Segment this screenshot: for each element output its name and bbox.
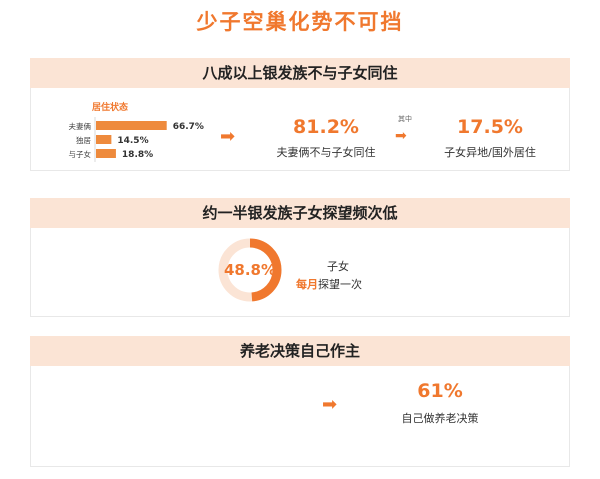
stat-17-value: 17.5% <box>457 116 523 138</box>
arrow-right-icon: ➡ <box>220 126 236 147</box>
visit-rest: 探望一次 <box>318 278 362 291</box>
arrow-right-icon: ➡ <box>395 128 407 144</box>
donut-chart <box>218 238 282 302</box>
section3-header: 养老决策自己作主 <box>30 336 570 366</box>
chart-category-label: 夫妻俩 <box>69 121 92 131</box>
visit-caption-line2: 每月探望一次 <box>296 276 362 292</box>
visit-caption-line1: 子女 <box>327 260 349 273</box>
stat-61-caption: 自己做养老决策 <box>401 412 479 425</box>
chart-bar <box>96 149 116 158</box>
stat-61-value: 61% <box>417 380 463 402</box>
section2-header: 约一半银发族子女探望频次低 <box>30 198 570 228</box>
qizhong-label: 其中 <box>398 115 412 123</box>
stat-81-value: 81.2% <box>293 116 359 138</box>
section3-panel <box>30 366 570 467</box>
donut-label: 48.8% <box>223 261 277 279</box>
living-status-title: 居住状态 <box>92 103 129 113</box>
chart-value-label: 18.8% <box>122 150 153 160</box>
chart-category-label: 独居 <box>76 135 91 145</box>
stat-81-caption: 夫妻俩不与子女同住 <box>276 146 376 159</box>
chart-bar <box>96 135 112 144</box>
stat-17-caption: 子女异地/国外居住 <box>444 146 536 159</box>
donut-value-arc <box>218 238 282 302</box>
page-title: 少子空巢化势不可挡 <box>196 10 404 34</box>
section2-panel <box>30 228 570 317</box>
chart-value-label: 14.5% <box>117 136 148 146</box>
visit-highlight: 每月 <box>296 278 318 291</box>
chart-value-label: 66.7% <box>173 122 204 132</box>
chart-category-label: 与子女 <box>69 149 92 159</box>
section1-header: 八成以上银发族不与子女同住 <box>30 58 570 88</box>
arrow-right-icon: ➡ <box>322 394 338 415</box>
chart-bar <box>96 121 167 130</box>
